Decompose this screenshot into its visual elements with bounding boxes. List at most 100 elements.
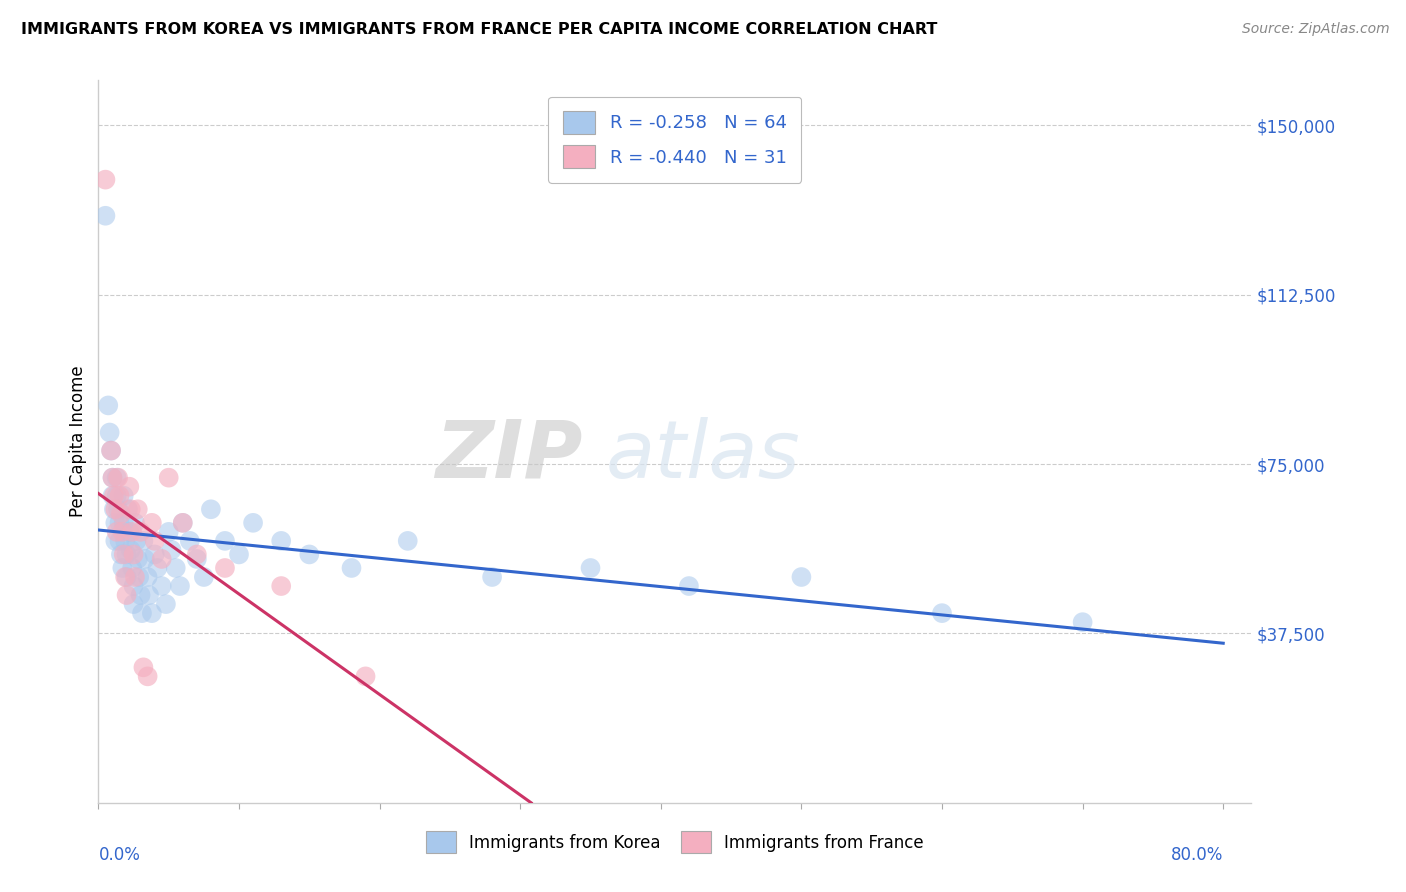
Point [111, 524, 134, 539]
Point [125, 533, 148, 548]
Point [112, 489, 135, 503]
Point [136, 570, 159, 584]
Point [186, 548, 208, 562]
Point [132, 660, 155, 674]
Point [214, 533, 236, 548]
Point [105, 524, 128, 539]
Point [146, 561, 169, 575]
Point [111, 561, 134, 575]
Point [136, 669, 159, 683]
Point [160, 542, 183, 557]
Point [132, 533, 155, 548]
Point [134, 552, 156, 566]
Point [105, 489, 128, 503]
Point [150, 552, 173, 566]
Point [114, 533, 136, 548]
Point [121, 524, 143, 539]
Point [103, 489, 125, 503]
Point [115, 570, 138, 584]
Point [157, 524, 180, 539]
Point [150, 579, 173, 593]
Point [579, 561, 602, 575]
Point [118, 524, 141, 539]
Point [270, 533, 292, 548]
Point [110, 548, 132, 562]
Point [396, 533, 419, 548]
Text: Source: ZipAtlas.com: Source: ZipAtlas.com [1241, 22, 1389, 37]
Point [112, 516, 135, 530]
Point [354, 669, 377, 683]
Text: IMMIGRANTS FROM KOREA VS IMMIGRANTS FROM FRANCE PER CAPITA INCOME CORRELATION CH: IMMIGRANTS FROM KOREA VS IMMIGRANTS FROM… [21, 22, 938, 37]
Y-axis label: Per Capita Income: Per Capita Income [69, 366, 87, 517]
Point [101, 489, 124, 503]
Text: atlas: atlas [606, 417, 800, 495]
Point [112, 548, 135, 562]
Point [108, 516, 131, 530]
Point [931, 606, 953, 620]
Point [104, 502, 127, 516]
Text: ZIP: ZIP [436, 417, 582, 495]
Point [200, 502, 222, 516]
Point [110, 507, 132, 521]
Point [94, 172, 117, 186]
Point [1071, 615, 1094, 630]
Point [100, 443, 122, 458]
Point [122, 597, 145, 611]
Point [122, 579, 145, 593]
Point [121, 561, 143, 575]
Text: 0.0%: 0.0% [98, 847, 141, 864]
Point [481, 570, 503, 584]
Point [129, 524, 152, 539]
Text: 80.0%: 80.0% [1171, 847, 1223, 864]
Point [120, 542, 142, 557]
Legend: Immigrants from Korea, Immigrants from France: Immigrants from Korea, Immigrants from F… [419, 825, 931, 860]
Point [172, 516, 194, 530]
Point [124, 516, 146, 530]
Point [138, 588, 160, 602]
Point [107, 502, 129, 516]
Point [127, 502, 149, 516]
Point [179, 533, 201, 548]
Point [105, 470, 128, 484]
Point [108, 489, 131, 503]
Point [157, 470, 180, 484]
Point [242, 516, 264, 530]
Point [143, 548, 166, 562]
Point [155, 597, 177, 611]
Point [108, 533, 131, 548]
Point [298, 548, 321, 562]
Point [340, 561, 363, 575]
Point [214, 561, 236, 575]
Point [169, 579, 191, 593]
Point [122, 548, 145, 562]
Point [97, 398, 120, 412]
Point [172, 516, 194, 530]
Point [270, 579, 292, 593]
Point [104, 516, 127, 530]
Point [127, 552, 149, 566]
Point [186, 552, 208, 566]
Point [103, 502, 125, 516]
Point [115, 588, 138, 602]
Point [118, 480, 141, 494]
Point [94, 209, 117, 223]
Point [114, 570, 136, 584]
Point [131, 606, 153, 620]
Point [101, 470, 124, 484]
Point [790, 570, 813, 584]
Point [120, 502, 142, 516]
Point [141, 516, 163, 530]
Point [100, 443, 122, 458]
Point [193, 570, 215, 584]
Point [98, 425, 121, 440]
Point [117, 502, 139, 516]
Point [101, 470, 124, 484]
Point [129, 588, 152, 602]
Point [141, 606, 163, 620]
Point [115, 548, 138, 562]
Point [124, 570, 146, 584]
Point [678, 579, 700, 593]
Point [143, 533, 166, 548]
Point [128, 570, 150, 584]
Point [104, 533, 127, 548]
